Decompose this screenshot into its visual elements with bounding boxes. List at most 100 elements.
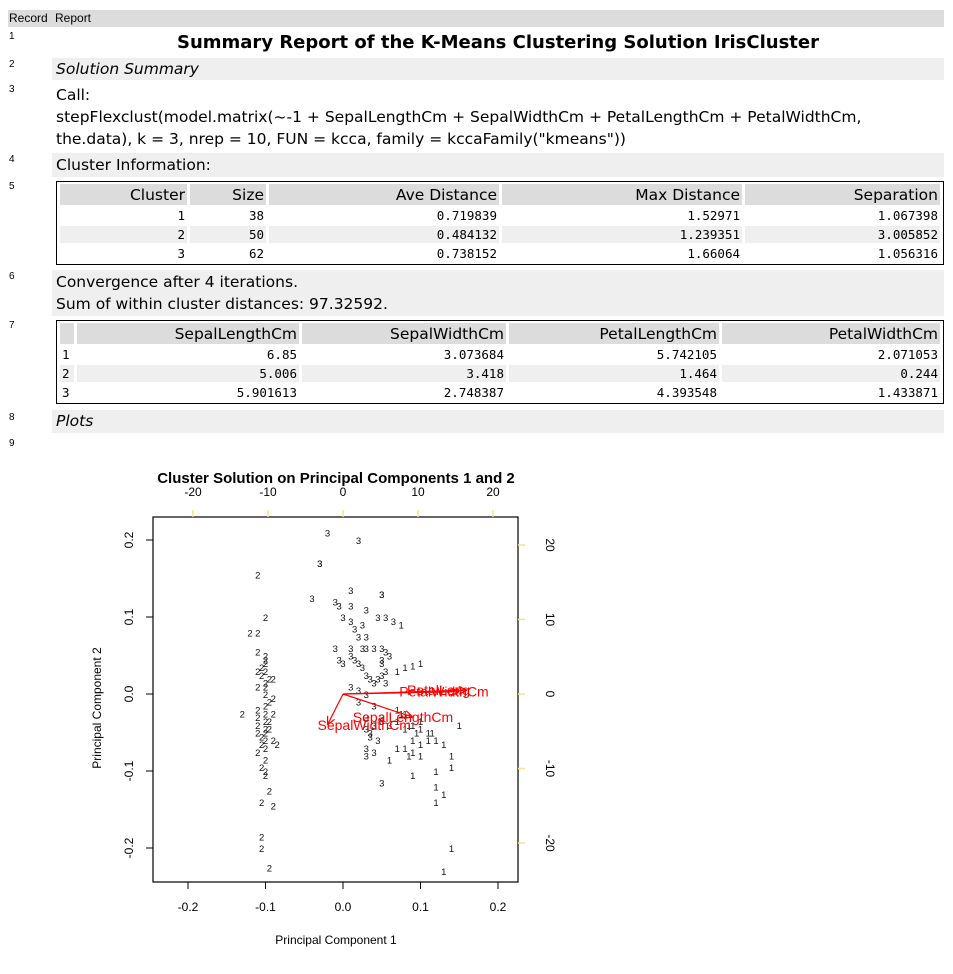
cluster-point: 1 bbox=[387, 755, 392, 766]
col-header-index bbox=[60, 323, 74, 344]
cluster-point: 2 bbox=[255, 748, 260, 759]
cluster-point: 3 bbox=[352, 655, 357, 666]
cluster-point: 2 bbox=[263, 659, 268, 670]
table-row: 1 38 0.719839 1.52971 1.067398 bbox=[60, 207, 940, 224]
cell: 5.901613 bbox=[236, 385, 297, 400]
table-row: 3 62 0.738152 1.66064 1.056316 bbox=[60, 245, 940, 262]
cluster-point: 3 bbox=[364, 644, 369, 655]
cluster-point: 3 bbox=[348, 601, 353, 612]
call-line-1: stepFlexclust(model.matrix(~-1 + SepalLe… bbox=[56, 108, 862, 126]
cluster-point: 2 bbox=[263, 678, 268, 689]
cluster-point: 3 bbox=[360, 644, 365, 655]
cluster-point: 3 bbox=[375, 613, 380, 624]
x-axis-label: Principal Component 1 bbox=[275, 933, 397, 947]
cluster-point: 2 bbox=[263, 771, 268, 782]
cluster-point: 3 bbox=[309, 594, 314, 605]
cell: 3.073684 bbox=[443, 347, 504, 362]
cluster-point: 3 bbox=[348, 586, 353, 597]
cluster-point: 3 bbox=[360, 621, 365, 632]
cluster-point: 1 bbox=[406, 721, 411, 732]
cluster-point: 2 bbox=[263, 652, 268, 663]
cluster-point: 3 bbox=[379, 590, 384, 601]
cell: 2 bbox=[60, 365, 74, 382]
cluster-point: 1 bbox=[426, 729, 431, 740]
cluster-point: 2 bbox=[255, 721, 260, 732]
cluster-point: 2 bbox=[263, 682, 268, 693]
cell: 4.393548 bbox=[656, 385, 717, 400]
right-tick-label: 20 bbox=[543, 538, 557, 552]
cluster-point: 2 bbox=[263, 690, 268, 701]
row-number: 9 bbox=[9, 438, 15, 449]
cluster-point: 2 bbox=[263, 725, 268, 736]
right-tick-label: 0 bbox=[543, 691, 557, 698]
cluster-point: 1 bbox=[410, 721, 415, 732]
col-header-cluster: Cluster bbox=[60, 184, 187, 205]
cluster-point: 3 bbox=[340, 659, 345, 670]
report-header: Record Report bbox=[8, 10, 944, 27]
cluster-point: 2 bbox=[263, 767, 268, 778]
cell: 50 bbox=[190, 226, 266, 243]
call-block: Call: stepFlexclust(model.matrix(~-1 + S… bbox=[52, 84, 944, 150]
cluster-point: 2 bbox=[247, 628, 252, 639]
col-header-separation: Separation bbox=[745, 184, 940, 205]
cluster-point: 3 bbox=[379, 590, 384, 601]
call-label: Call: bbox=[56, 86, 91, 104]
cluster-point: 2 bbox=[271, 802, 276, 813]
cell: 5.742105 bbox=[656, 347, 717, 362]
cluster-point: 2 bbox=[271, 694, 276, 705]
cluster-point: 2 bbox=[271, 736, 276, 747]
cluster-point: 1 bbox=[441, 740, 446, 751]
cluster-point: 1 bbox=[429, 729, 434, 740]
cluster-centers-table: SepalLengthCm SepalWidthCm PetalLengthCm… bbox=[56, 320, 944, 404]
table-row: 3 5.901613 2.748387 4.393548 1.433871 bbox=[60, 384, 940, 401]
top-tick-label: -20 bbox=[184, 485, 202, 499]
chart-title: Cluster Solution on Principal Components… bbox=[157, 470, 515, 487]
cluster-point: 2 bbox=[271, 709, 276, 720]
cluster-point: 1 bbox=[418, 717, 423, 728]
cluster-point: 3 bbox=[379, 655, 384, 666]
cluster-point: 2 bbox=[267, 717, 272, 728]
top-tick-label: 10 bbox=[411, 485, 425, 499]
cluster-point: 3 bbox=[356, 698, 361, 709]
cluster-point: 2 bbox=[263, 667, 268, 678]
scatter-points: 1111111111111111111111111111111111111122… bbox=[240, 528, 462, 878]
cluster-point: 3 bbox=[356, 686, 361, 697]
cluster-point: 2 bbox=[263, 736, 268, 747]
cluster-point: 3 bbox=[375, 736, 380, 747]
cluster-point: 2 bbox=[255, 705, 260, 716]
cluster-point: 3 bbox=[371, 721, 376, 732]
cluster-point: 3 bbox=[348, 644, 353, 655]
row-number: 7 bbox=[9, 320, 15, 331]
cluster-point: 3 bbox=[317, 559, 322, 570]
cluster-point: 2 bbox=[263, 702, 268, 713]
cluster-point: 3 bbox=[364, 690, 369, 701]
y-tick-label: 0.2 bbox=[122, 531, 136, 548]
cluster-point: 3 bbox=[379, 717, 384, 728]
cluster-point: 3 bbox=[360, 663, 365, 674]
cluster-point: 3 bbox=[352, 625, 357, 636]
x-tick-label: -0.1 bbox=[255, 900, 276, 914]
cluster-point: 3 bbox=[383, 667, 388, 678]
cluster-point: 3 bbox=[364, 632, 369, 643]
cluster-point: 2 bbox=[259, 663, 264, 674]
top-tick-label: -10 bbox=[259, 485, 277, 499]
arrow-label: SepalLengthCm bbox=[353, 709, 453, 725]
cluster-point: 2 bbox=[271, 675, 276, 686]
cluster-point: 1 bbox=[410, 662, 415, 673]
row-number: 4 bbox=[9, 154, 15, 165]
cluster-point: 1 bbox=[395, 705, 400, 716]
cluster-point: 3 bbox=[367, 732, 372, 743]
cluster-point: 1 bbox=[410, 771, 415, 782]
cell: 62 bbox=[248, 246, 264, 261]
cluster-point: 3 bbox=[364, 671, 369, 682]
cluster-point: 1 bbox=[433, 782, 438, 793]
cluster-point: 1 bbox=[402, 744, 407, 755]
cluster-point: 1 bbox=[433, 767, 438, 778]
y-tick-label: 0.0 bbox=[122, 685, 136, 702]
cluster-point: 2 bbox=[274, 740, 279, 751]
cluster-point: 2 bbox=[240, 709, 245, 720]
cluster-point: 2 bbox=[259, 844, 264, 855]
cluster-point: 1 bbox=[433, 736, 438, 747]
col-header-petal-length: PetalLengthCm bbox=[509, 323, 719, 344]
